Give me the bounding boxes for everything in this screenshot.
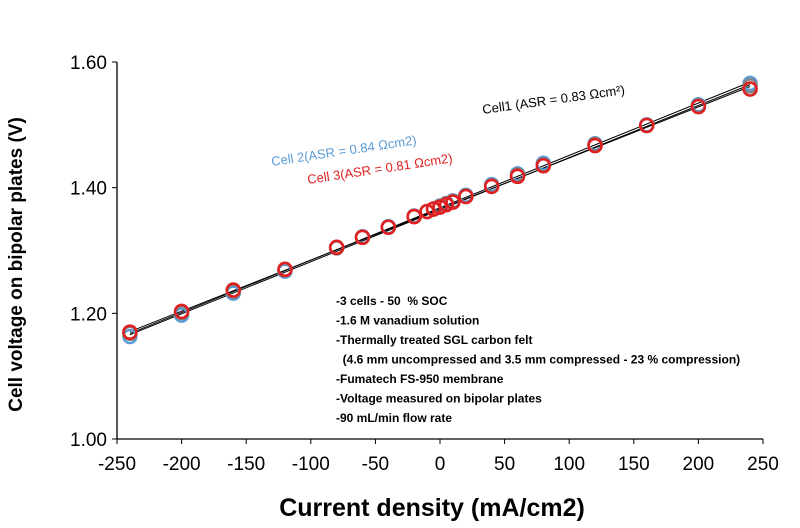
x-tick-label: 150 <box>618 454 650 475</box>
x-tick-label: -100 <box>292 454 330 475</box>
data-point <box>277 261 293 278</box>
data-point <box>483 178 500 195</box>
x-tick-label: 50 <box>494 454 515 475</box>
data-point <box>328 239 345 256</box>
x-tick-label: 0 <box>435 454 446 475</box>
data-point <box>638 117 655 134</box>
x-axis-title: Current density (mA/cm2) <box>279 494 585 522</box>
x-tick-label: -250 <box>98 454 136 475</box>
data-point <box>587 137 603 154</box>
data-points <box>122 75 758 345</box>
x-tick-label: -200 <box>163 454 201 475</box>
data-point <box>122 324 138 340</box>
data-point <box>535 157 552 174</box>
y-tick-label: 1.20 <box>70 304 107 325</box>
data-point <box>445 194 461 210</box>
annotation-label: Cell1 (ASR = 0.83 Ωcm²) <box>481 82 625 117</box>
y-tick-label: 1.40 <box>70 179 107 200</box>
x-tick-label: 100 <box>553 454 585 475</box>
note-line: (4.6 mm uncompressed and 3.5 mm compress… <box>336 353 740 367</box>
data-point <box>225 282 242 298</box>
data-point <box>742 81 758 97</box>
note-line: -Voltage measured on bipolar plates <box>336 392 542 406</box>
note-line: -1.6 M vanadium solution <box>336 314 479 328</box>
data-point <box>380 219 397 236</box>
axes: -250 -200 -150 -100 -50 0 50 100 150 200 250 1.00 1.… <box>70 53 779 475</box>
note-line: -90 mL/min flow rate <box>336 411 452 425</box>
y-tick-label: 1.00 <box>70 430 107 451</box>
data-point <box>509 168 526 185</box>
x-tick-label: -50 <box>362 454 389 475</box>
note-line: -Thermally treated SGL carbon felt <box>336 333 533 347</box>
data-point <box>690 98 707 115</box>
note-line: -3 cells - 50 % SOC <box>336 294 448 308</box>
data-point <box>406 208 422 225</box>
x-tick-label: 200 <box>683 454 715 475</box>
x-tick-label: -150 <box>227 454 265 475</box>
data-point <box>458 188 474 205</box>
data-point <box>173 303 190 320</box>
data-point <box>354 229 371 246</box>
note-line: -Fumatech FS-950 membrane <box>336 372 504 386</box>
y-axis-title: Cell voltage on bipolar plates (V) <box>6 117 27 412</box>
y-tick-label: 1.60 <box>70 53 107 74</box>
x-tick-label: 250 <box>747 454 779 475</box>
